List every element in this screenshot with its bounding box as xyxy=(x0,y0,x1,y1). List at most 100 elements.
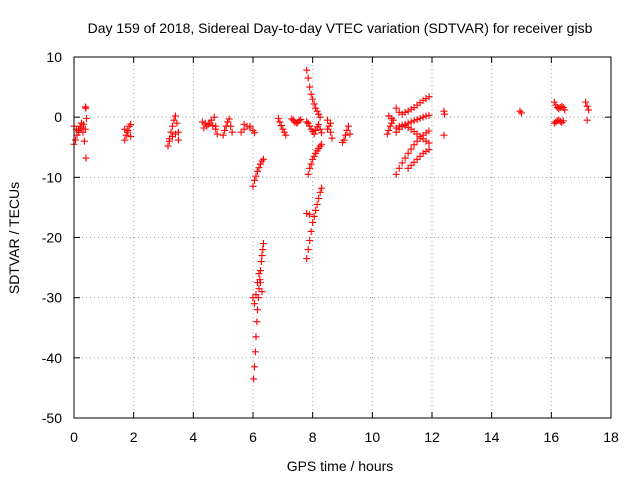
data-point xyxy=(582,98,590,106)
data-point xyxy=(583,102,591,110)
data-point xyxy=(395,164,403,172)
data-point xyxy=(558,102,566,110)
data-point xyxy=(303,66,311,74)
data-point xyxy=(280,128,288,136)
series-seg-3.3 xyxy=(164,112,182,150)
data-point xyxy=(413,155,421,163)
data-point xyxy=(274,114,282,122)
data-point xyxy=(121,125,129,133)
data-point xyxy=(307,90,315,98)
series-seg-7.3 xyxy=(288,115,305,127)
series-seg-15 xyxy=(516,107,525,117)
data-point xyxy=(81,103,89,111)
data-point xyxy=(413,116,421,124)
data-point xyxy=(313,107,321,115)
series-seg-9.1 xyxy=(339,122,354,146)
data-point xyxy=(416,152,424,160)
series-seg-4.5b xyxy=(200,119,220,133)
data-point xyxy=(73,131,81,139)
data-point xyxy=(310,152,318,160)
data-point xyxy=(553,117,561,125)
series-seg-6.1 xyxy=(249,155,267,190)
data-point xyxy=(388,114,396,122)
data-point xyxy=(309,95,317,103)
data-point xyxy=(313,200,321,208)
data-point xyxy=(276,118,284,126)
data-point xyxy=(413,137,421,145)
data-point xyxy=(80,137,88,145)
data-point xyxy=(253,318,261,326)
series-seg-6.9 xyxy=(274,114,290,139)
data-point xyxy=(258,288,266,296)
data-point xyxy=(310,212,318,220)
data-point xyxy=(259,246,267,254)
data-point xyxy=(327,128,335,136)
series-seg-11d xyxy=(392,127,433,178)
data-point xyxy=(121,136,129,144)
data-point xyxy=(310,130,318,138)
data-point xyxy=(343,126,351,134)
x-tick-label: 14 xyxy=(484,429,500,445)
series-seg-11a xyxy=(392,93,433,118)
data-point xyxy=(324,125,332,133)
y-tick-label: -10 xyxy=(42,169,62,185)
data-point xyxy=(306,211,314,219)
data-point xyxy=(81,125,89,133)
series-seg-11e xyxy=(404,146,433,172)
data-point xyxy=(253,167,261,175)
series-seg-11b xyxy=(392,111,433,136)
data-point xyxy=(174,136,182,144)
data-point xyxy=(318,129,326,137)
data-point xyxy=(324,116,332,124)
series-seg-16.2b xyxy=(550,116,567,127)
data-points xyxy=(70,66,593,383)
data-point xyxy=(170,116,178,124)
series-seg-12.4 xyxy=(440,107,449,139)
data-point xyxy=(550,98,558,106)
data-point xyxy=(75,128,83,136)
data-point xyxy=(425,127,433,135)
data-point xyxy=(279,125,287,133)
data-point xyxy=(306,164,314,172)
series-seg-6.2b xyxy=(249,270,266,308)
data-point xyxy=(306,83,314,91)
data-point xyxy=(383,130,391,138)
data-point xyxy=(340,136,348,144)
x-tick-label: 10 xyxy=(365,429,381,445)
data-point xyxy=(410,141,418,149)
data-point xyxy=(249,294,257,302)
data-point xyxy=(309,155,317,163)
data-point xyxy=(310,100,318,108)
data-point xyxy=(304,246,312,254)
data-point xyxy=(416,114,424,122)
data-point xyxy=(316,125,324,133)
data-point xyxy=(516,107,524,115)
data-point xyxy=(171,112,179,120)
data-point xyxy=(559,117,567,125)
data-point xyxy=(441,110,449,118)
data-point xyxy=(386,122,394,130)
data-point xyxy=(256,160,264,168)
data-point xyxy=(127,132,135,140)
data-point xyxy=(410,117,418,125)
data-point xyxy=(250,375,258,383)
data-point xyxy=(255,270,263,278)
data-point xyxy=(251,348,259,356)
x-axis-label: GPS time / hours xyxy=(287,458,394,474)
data-point xyxy=(556,117,564,125)
data-point xyxy=(404,164,412,172)
data-point xyxy=(440,107,448,115)
data-point xyxy=(246,122,254,130)
data-point xyxy=(392,170,400,178)
x-tick-label: 4 xyxy=(189,429,197,445)
axis-ticks xyxy=(73,56,612,419)
data-point xyxy=(295,117,303,125)
data-point xyxy=(82,154,90,162)
x-tick-label: 8 xyxy=(309,429,317,445)
data-point xyxy=(259,155,267,163)
data-point xyxy=(306,237,314,245)
data-point xyxy=(256,279,264,287)
data-point xyxy=(256,267,264,275)
x-tick-label: 12 xyxy=(424,429,440,445)
data-point xyxy=(297,116,305,124)
